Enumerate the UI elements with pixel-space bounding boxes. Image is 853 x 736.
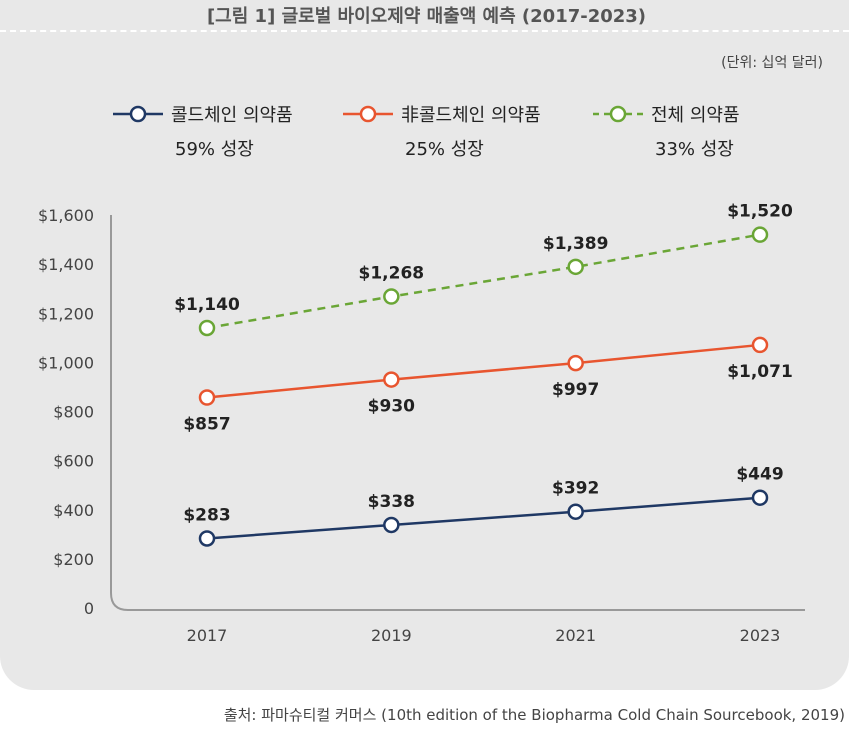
series-line xyxy=(206,343,761,399)
data-label: $997 xyxy=(552,380,599,400)
data-point xyxy=(751,336,769,354)
unit-note: (단위: 십억 달러) xyxy=(721,55,823,71)
legend-marker xyxy=(609,105,627,123)
data-label: $1,268 xyxy=(359,264,425,284)
legend-growth: 59% 성장 xyxy=(175,139,254,160)
data-label: $1,071 xyxy=(727,362,793,382)
x-tick-label: 2023 xyxy=(740,626,781,645)
legend-label: 非콜드체인 의약품 xyxy=(401,105,541,126)
data-point xyxy=(383,516,400,534)
data-point xyxy=(383,288,400,305)
data-point xyxy=(567,258,584,276)
legend-growth: 33% 성장 xyxy=(655,139,734,160)
y-tick-label: $400 xyxy=(53,501,94,520)
data-point xyxy=(567,503,584,520)
data-point xyxy=(567,354,584,372)
y-tick-label: $600 xyxy=(53,452,94,471)
data-point xyxy=(198,389,216,406)
data-label: $1,520 xyxy=(727,202,793,222)
legend-label: 콜드체인 의약품 xyxy=(171,105,293,126)
y-tick-label: 0 xyxy=(84,599,94,618)
series-line xyxy=(206,233,761,330)
y-tick-label: $1,400 xyxy=(38,255,94,274)
y-tick-label: $1,600 xyxy=(38,206,94,225)
legend-label: 전체 의약품 xyxy=(651,105,740,126)
y-tick-label: $200 xyxy=(53,550,94,569)
data-point xyxy=(751,489,769,506)
title-divider xyxy=(0,30,849,32)
series-line xyxy=(206,496,761,540)
data-point xyxy=(751,226,769,243)
data-label: $1,389 xyxy=(543,234,609,254)
y-tick-label: $800 xyxy=(53,403,94,422)
data-label: $930 xyxy=(368,397,415,417)
x-tick-label: 2017 xyxy=(187,626,228,645)
data-label: $392 xyxy=(552,479,599,499)
data-point xyxy=(383,371,400,388)
data-label: $857 xyxy=(183,414,230,434)
y-tick-label: $1,200 xyxy=(38,304,94,323)
data-label: $338 xyxy=(368,492,415,512)
legend-marker xyxy=(129,105,147,123)
chart-title: [그림 1] 글로벌 바이오제약 매출액 예측 (2017-2023) xyxy=(206,6,647,27)
legend-growth: 25% 성장 xyxy=(405,139,484,160)
data-point xyxy=(198,530,216,547)
line-chart: 0 $200 $400 $600 $800 $1,000 $1,200 $1,400 $1,60… xyxy=(38,105,805,645)
x-tick-label: 2019 xyxy=(371,626,412,645)
y-tick-label: $1,000 xyxy=(38,353,94,372)
data-label: $283 xyxy=(183,505,230,525)
x-tick-label: 2021 xyxy=(555,626,596,645)
data-point xyxy=(198,319,216,337)
data-label: $1,140 xyxy=(174,295,240,315)
legend-marker xyxy=(359,105,377,123)
source-note: 출처: 파마슈티컬 커머스 (10th edition of the Bioph… xyxy=(223,706,845,724)
axis-lines xyxy=(110,215,805,611)
data-label: $449 xyxy=(736,465,783,485)
